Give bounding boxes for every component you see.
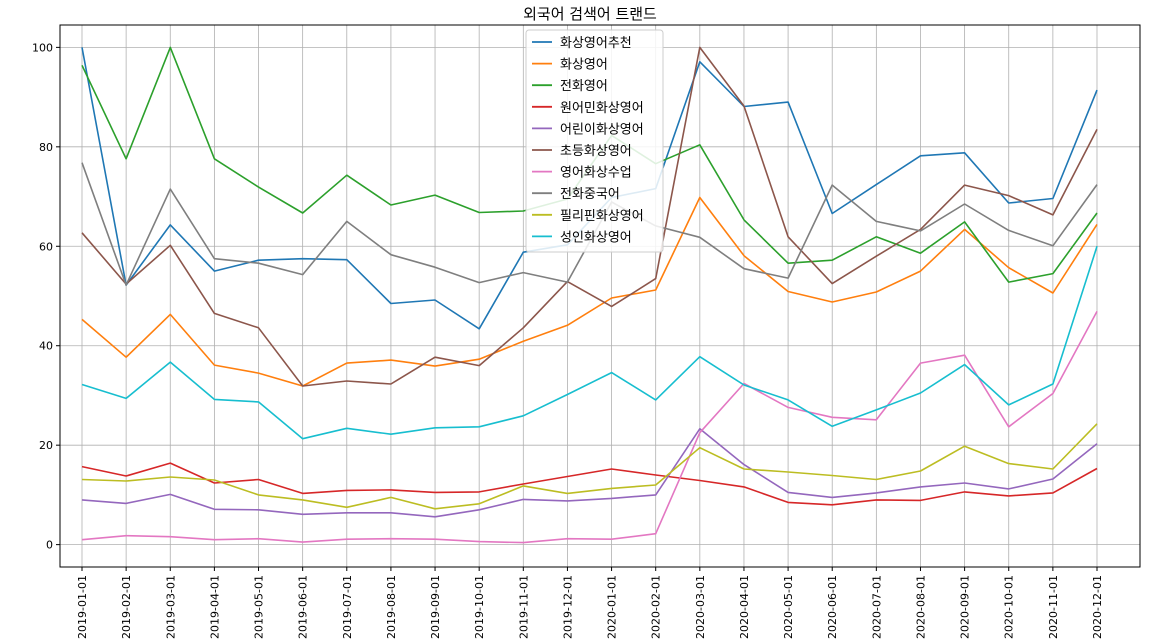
series-line-7 <box>81 311 1098 544</box>
x-tick-label: 2019-01-01 <box>76 575 89 639</box>
y-axis: 0 20 40 60 80 100 <box>32 41 60 552</box>
chart-title: 외국어 검색어 트랜드 <box>523 5 657 23</box>
y-tick-label: 60 <box>39 240 53 253</box>
x-tick-label: 2019-07-01 <box>341 575 354 639</box>
y-tick-label: 20 <box>39 439 53 452</box>
x-tick-label: 2020-12-01 <box>1091 575 1104 639</box>
legend-label: 어린이화상영어 <box>560 122 644 137</box>
series-line-6 <box>81 46 1098 387</box>
series-line-9 <box>81 423 1098 510</box>
legend-label: 성인화상영어 <box>560 230 632 245</box>
x-axis: 2019-01-01 2019-02-01 2019-03-01 2019-04-01… <box>76 567 1104 639</box>
legend-label: 화상영어 <box>560 58 608 73</box>
plot-frame <box>59 24 1141 568</box>
legend-label: 영어화상수업 <box>560 166 632 181</box>
x-tick-label: 2019-05-01 <box>253 575 266 639</box>
y-tick-label: 40 <box>39 340 53 353</box>
x-tick-label: 2020-06-01 <box>826 575 839 639</box>
y-tick-label: 0 <box>46 539 53 552</box>
x-tick-label: 2019-08-01 <box>385 575 398 639</box>
x-tick-label: 2019-04-01 <box>208 575 221 639</box>
legend-label: 전화영어 <box>560 79 608 94</box>
x-tick-label: 2019-10-01 <box>473 575 486 639</box>
x-tick-label: 2020-01-01 <box>606 575 619 639</box>
x-tick-label: 2019-03-01 <box>164 575 177 639</box>
x-tick-label: 2019-09-01 <box>429 575 442 639</box>
x-tick-label: 2020-03-01 <box>694 575 707 639</box>
x-tick-label: 2019-02-01 <box>120 575 133 639</box>
x-tick-label: 2020-04-01 <box>738 575 751 639</box>
series-line-4 <box>81 462 1098 506</box>
x-tick-label: 2019-06-01 <box>297 575 310 639</box>
y-tick-label: 80 <box>39 141 53 154</box>
grid <box>60 25 1140 567</box>
series-line-5 <box>81 427 1098 518</box>
series-line-10 <box>81 246 1098 440</box>
x-tick-label: 2019-12-01 <box>561 575 574 639</box>
legend-label: 전화중국어 <box>560 187 620 202</box>
legend-label: 화상영어추천 <box>560 36 632 51</box>
legend-label: 필리핀화상영어 <box>560 209 644 224</box>
x-tick-label: 2020-11-01 <box>1047 575 1060 639</box>
legend-label: 원어민화상영어 <box>560 101 644 116</box>
legend: 화상영어추천화상영어전화영어원어민화상영어어린이화상영어초등화상영어영어화상수업… <box>525 29 664 253</box>
y-tick-label: 100 <box>32 41 53 54</box>
legend-box <box>525 29 664 253</box>
x-tick-label: 2020-09-01 <box>959 575 972 639</box>
series-line-2 <box>81 196 1098 387</box>
x-tick-label: 2020-02-01 <box>650 575 663 639</box>
x-tick-label: 2020-07-01 <box>870 575 883 639</box>
x-tick-label: 2020-10-01 <box>1003 575 1016 639</box>
x-tick-label: 2020-08-01 <box>914 575 927 639</box>
x-tick-label: 2020-05-01 <box>782 575 795 639</box>
x-tick-label: 2019-11-01 <box>517 575 530 639</box>
legend-label: 초등화상영어 <box>560 144 632 159</box>
